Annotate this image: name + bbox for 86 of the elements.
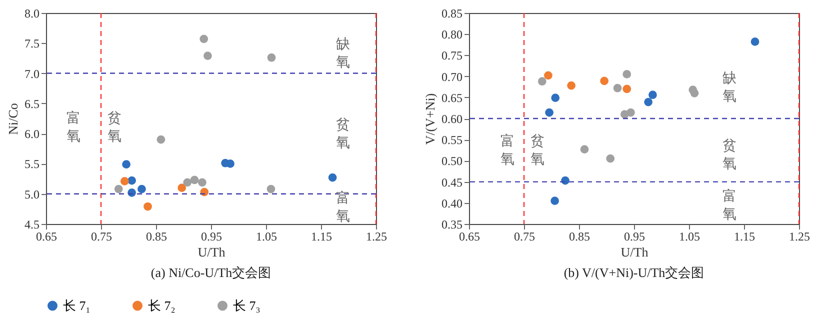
point [567,81,576,90]
point [190,176,199,184]
x-tick-label: 1.15 [311,230,332,244]
point [138,184,146,194]
y-tick-label: 0.80 [442,28,462,42]
annotation: 富氧 [722,188,737,223]
point [622,84,632,94]
y-tick-label: 0.55 [442,133,462,148]
point [644,98,652,106]
legend-label: 长 7₁ [63,298,90,313]
point [690,89,699,98]
x-tick-label: 1.15 [734,230,755,244]
x-axis-title: U/Th [620,244,649,260]
point [550,196,559,205]
point [328,173,337,182]
annotation: 富氧 [66,110,80,144]
y-tick-label: 0.40 [442,196,462,210]
y-tick-label: 0.75 [442,48,462,63]
point [750,38,760,46]
x-tick-label: 0.95 [624,230,645,244]
y-tick-label: 6.5 [24,96,40,111]
point [266,184,276,194]
point [606,154,615,163]
y-tick-label: 7.0 [24,66,40,81]
x-tick-label: 1.25 [789,230,810,244]
annotation: 贫氧 [336,116,350,151]
point [544,71,552,80]
y-tick-label: 4.5 [24,218,40,232]
annotation: 贫氧 [108,110,122,144]
point [122,160,130,168]
point [545,108,554,117]
annotation: 贫氧 [722,138,737,172]
y-tick-label: 5.0 [24,187,40,202]
y-axis-title: Ni/Co [6,103,20,135]
point [580,145,589,154]
annotation: 富氧 [500,134,515,168]
point [600,76,608,86]
annotation: 富氧 [336,190,350,225]
text: (b) V/(V+Ni)-U/Th交会图 [564,265,704,280]
x-tick-label: 1.05 [679,230,700,244]
point [626,108,635,117]
y-tick-label: 0.85 [442,6,462,20]
point [648,90,657,100]
point [622,70,632,78]
x-tick-label: 0.85 [146,230,167,244]
y-tick-label: 0.65 [442,90,462,105]
y-tick-label: 5.5 [24,157,40,172]
y-tick-label: 0.60 [442,112,462,126]
y-axis-title: V/(V+Ni) [422,93,438,145]
x-tick-label: 1.05 [256,230,277,244]
annotation: 缺氧 [722,70,737,104]
point [128,176,136,185]
y-tick-label: 0.70 [442,70,462,84]
x-tick-label: 0.95 [201,230,222,244]
x-tick-label: 1.25 [366,230,387,244]
point [120,177,129,186]
point [204,52,212,60]
y-tick-label: 8.0 [24,6,40,20]
x-tick-label: 0.75 [91,230,112,244]
point [178,184,186,192]
y-tick-label: 6.0 [24,127,40,142]
point [114,184,123,194]
legend-label: 长 7₂ [148,298,176,313]
point [183,178,192,187]
point [613,84,622,92]
x-tick-label: 0.65 [459,230,480,244]
point [538,77,546,86]
point [226,160,234,168]
x-tick-label: 0.65 [36,230,57,244]
point [156,135,166,144]
y-tick-label: 7.5 [24,36,40,51]
point [200,34,208,44]
y-tick-label: 0.35 [442,218,462,232]
x-tick-label: 0.85 [569,230,590,244]
x-axis-title: U/Th [198,244,226,260]
point [144,202,152,211]
legend-label: 长 7₃ [233,298,260,313]
point [267,53,276,62]
annotation: 缺氧 [336,36,350,71]
point [198,178,206,187]
annotation: 贫氧 [530,134,545,168]
point [551,94,560,102]
x-tick-label: 0.75 [514,230,535,244]
y-tick-label: 0.50 [442,154,462,168]
text: (a) Ni/Co-U/Th交会图 [150,265,272,280]
y-tick-label: 0.45 [442,175,462,190]
